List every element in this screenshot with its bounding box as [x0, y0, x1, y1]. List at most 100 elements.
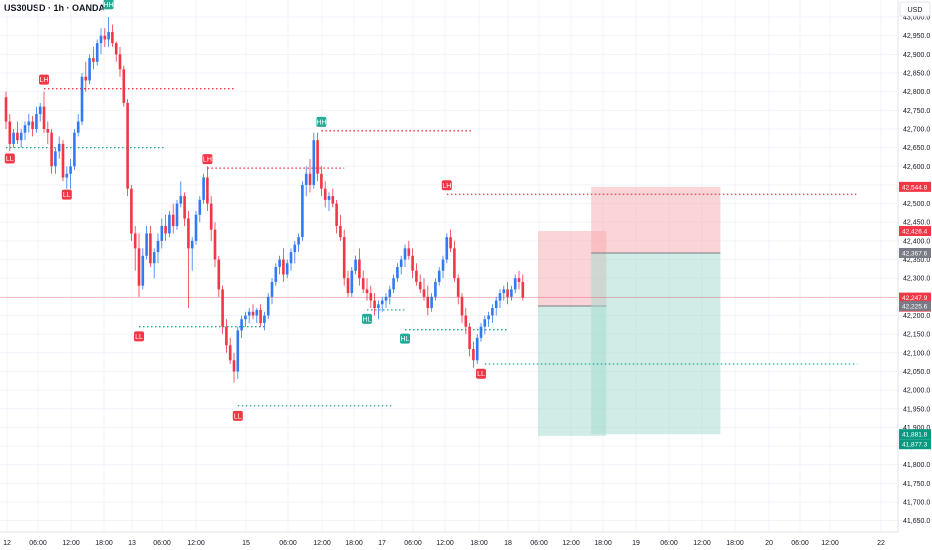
candle-body	[38, 106, 42, 115]
candle-body	[502, 289, 506, 294]
candle-body	[358, 259, 361, 279]
candle-body	[76, 121, 80, 133]
price-tag-label: 42,247.9	[902, 295, 928, 302]
candle-body	[27, 121, 31, 126]
candle-body	[350, 270, 354, 294]
candle-body	[111, 31, 114, 44]
candle-body	[171, 214, 175, 226]
candle-body	[202, 177, 205, 200]
candle-body	[88, 58, 91, 81]
candle-body	[168, 214, 171, 234]
x-tick-label: 18:00	[594, 540, 612, 547]
price-tag-label: 42,426.4	[902, 229, 928, 236]
candle-body	[31, 121, 34, 129]
swing-label: HL	[401, 336, 410, 343]
candle-body	[407, 248, 411, 256]
x-tick-label: 18	[504, 540, 512, 547]
swing-badge	[232, 410, 243, 421]
candle-body	[190, 240, 194, 249]
y-tick-label: 42,500.0	[903, 201, 930, 208]
x-tick-label: 06:00	[279, 540, 297, 547]
candle-body	[23, 125, 27, 133]
y-tick-label: 41,900.0	[903, 425, 930, 432]
candle-body	[73, 132, 76, 167]
candle-body	[301, 184, 304, 238]
x-tick-label: 18:00	[470, 540, 488, 547]
candle-body	[122, 69, 126, 103]
candle-body	[354, 259, 357, 271]
candle-body	[304, 173, 308, 185]
x-tick-label: 06:00	[404, 540, 422, 547]
candle-body	[133, 233, 137, 249]
x-tick-label: 12:00	[313, 540, 331, 547]
price-tag-label: 42,544.8	[902, 184, 928, 191]
swing-badge	[362, 313, 372, 324]
candle-body	[255, 309, 259, 316]
candle-body	[240, 319, 243, 331]
candle-body	[289, 252, 293, 264]
x-tick-label: 18:00	[726, 540, 744, 547]
y-tick-label: 42,950.0	[903, 33, 930, 40]
candle-body	[19, 132, 23, 141]
time-axis[interactable]: 12 06:00 12:00 18:00 13 06:00 12:00 15 06:00 12:0…	[0, 531, 932, 550]
x-tick-label: 12:00	[62, 540, 80, 547]
candle-body	[118, 54, 122, 70]
swing-badge	[103, 0, 114, 10]
candle-body	[164, 225, 167, 234]
candle-body	[510, 289, 513, 297]
y-tick-label: 42,300.0	[903, 276, 930, 283]
swing-label: LL	[63, 192, 71, 199]
candle-body	[80, 76, 84, 122]
candle-body	[426, 296, 430, 309]
swing-badge	[134, 331, 144, 342]
candle-body	[160, 225, 164, 241]
price-tag	[899, 181, 931, 192]
candle-body	[198, 199, 202, 215]
swing-badge	[4, 153, 15, 164]
y-tick-label: 42,050.0	[903, 369, 930, 376]
candle-body	[445, 237, 449, 260]
candle-body	[475, 337, 479, 361]
candle-body	[274, 267, 278, 282]
candle-body	[517, 278, 521, 282]
candle-body	[399, 259, 403, 267]
candle-body	[346, 278, 350, 294]
candle-body	[335, 203, 338, 226]
candles	[4, 17, 525, 383]
candle-body	[217, 259, 221, 290]
candle-body	[479, 326, 483, 338]
candle-body	[456, 278, 460, 297]
swing-label: HH	[104, 2, 114, 9]
price-tag-label: 41,877.3	[902, 442, 928, 449]
candle-body	[464, 315, 468, 327]
y-tick-label: 41,950.0	[903, 406, 930, 413]
swing-label: HH	[316, 119, 326, 126]
candle-body	[506, 289, 509, 297]
candle-body	[323, 188, 327, 200]
candle-body	[460, 296, 464, 316]
y-tick-label: 42,650.0	[903, 145, 930, 152]
swing-label: LL	[6, 156, 14, 163]
candle-body	[468, 326, 471, 350]
currency-label[interactable]: USD	[899, 1, 931, 17]
price-tag	[899, 439, 931, 450]
y-tick-label: 41,750.0	[903, 481, 930, 488]
candle-body	[50, 132, 53, 167]
candle-body	[342, 237, 346, 279]
candle-body	[244, 315, 247, 320]
x-tick-label: 13	[128, 540, 136, 547]
candle-body	[361, 278, 365, 290]
candle-body	[437, 270, 441, 282]
price-axis[interactable]: 43,000.0 42,950.0 42,900.0 42,850.0 42,800.0…	[897, 0, 932, 550]
candle-body	[453, 248, 456, 279]
candle-body	[377, 304, 380, 309]
candle-body	[487, 315, 490, 320]
x-tick-label: 06:00	[791, 540, 809, 547]
candle-body	[149, 233, 152, 264]
swing-label: LL	[477, 371, 485, 378]
grid	[0, 0, 898, 532]
candle-body	[494, 300, 498, 309]
y-tick-label: 42,700.0	[903, 126, 930, 133]
position-zones[interactable]	[538, 186, 721, 436]
